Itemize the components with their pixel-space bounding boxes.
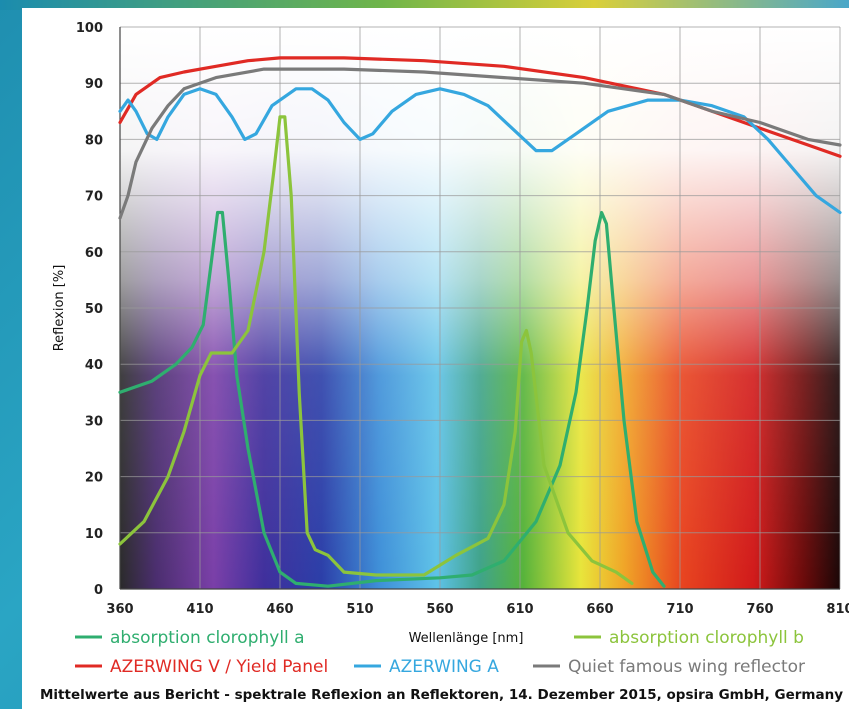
series-line-absorption-clorophyll-b — [118, 115, 634, 585]
series-line-azerwing-v-yield-panel — [118, 56, 842, 158]
x-tick-label-7: 710 — [666, 602, 693, 617]
legend-label-azerwing-a: AZERWING A — [389, 657, 499, 677]
footer-source: Mittelwerte aus Bericht - spektrale Refl… — [40, 687, 843, 703]
top-color-strip — [0, 0, 849, 10]
x-tick-label-5: 610 — [506, 602, 533, 617]
series-group — [118, 56, 842, 588]
y-tick-label-4: 40 — [85, 358, 103, 373]
y-tick-label-2: 20 — [85, 471, 103, 486]
y-tick-label-6: 60 — [85, 246, 103, 261]
grid — [119, 26, 841, 590]
series-line-quiet-famous-wing-reflector — [118, 67, 842, 220]
x-tick-label-9: 810 — [826, 602, 849, 617]
y-tick-label-7: 70 — [85, 190, 103, 205]
x-tick-label-4: 560 — [426, 602, 453, 617]
legend-label-chl-a: absorption clorophyll a — [110, 628, 305, 648]
x-tick-labels: 360 410 460 510 560 610 660 710 760 810 — [106, 602, 849, 617]
x-tick-label-2: 460 — [266, 602, 293, 617]
legend-label-chl-b: absorption clorophyll b — [609, 628, 804, 648]
x-tick-label-3: 510 — [346, 602, 373, 617]
y-tick-label-0: 0 — [94, 583, 103, 598]
legend: absorption clorophyll a absorption cloro… — [75, 628, 805, 677]
x-tick-label-8: 760 — [746, 602, 773, 617]
y-tick-label-10: 100 — [76, 21, 103, 36]
y-tick-label-3: 30 — [85, 414, 103, 429]
y-tick-label-9: 90 — [85, 77, 103, 92]
series-line-absorption-clorophyll-a — [118, 210, 666, 588]
x-axis-title: Wellenlänge [nm] — [409, 631, 524, 646]
legend-label-azerwing-v: AZERWING V / Yield Panel — [110, 657, 328, 677]
x-tick-label-1: 410 — [186, 602, 213, 617]
legend-label-quiet-wing: Quiet famous wing reflector — [568, 657, 805, 677]
y-tick-label-1: 10 — [85, 527, 103, 542]
x-tick-label-6: 660 — [586, 602, 613, 617]
x-tick-label-0: 360 — [106, 602, 133, 617]
y-tick-labels: 0 10 20 30 40 50 60 70 80 90 100 — [76, 21, 103, 598]
y-tick-label-5: 50 — [85, 302, 103, 317]
y-axis-title: Reflexion [%] — [52, 265, 67, 352]
y-tick-label-8: 80 — [85, 133, 103, 148]
